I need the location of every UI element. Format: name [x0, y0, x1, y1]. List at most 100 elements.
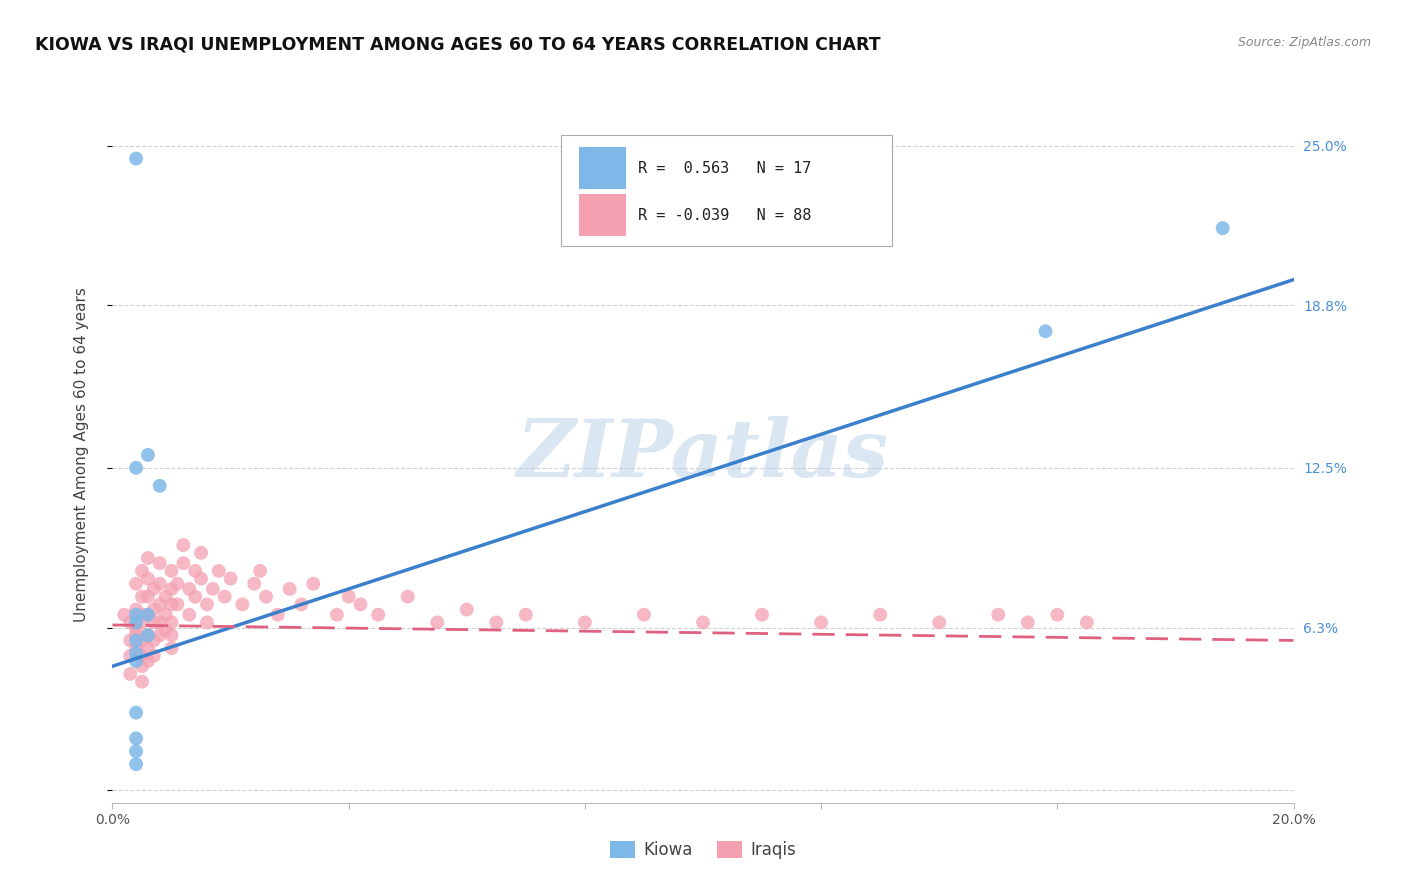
Point [160, 598, 183, 612]
Point [136, 551, 159, 566]
Point [987, 607, 1010, 622]
Point [172, 538, 194, 552]
Point [190, 572, 212, 586]
Point [160, 564, 183, 578]
Point [751, 607, 773, 622]
Point [149, 598, 172, 612]
Point [131, 659, 153, 673]
Point [120, 633, 142, 648]
Point [136, 607, 159, 622]
Point [136, 590, 159, 604]
Point [149, 615, 172, 630]
Point [254, 590, 277, 604]
Point [214, 590, 236, 604]
Point [574, 615, 596, 630]
Point [125, 607, 148, 622]
Text: Source: ZipAtlas.com: Source: ZipAtlas.com [1237, 36, 1371, 49]
Legend: Kiowa, Iraqis: Kiowa, Iraqis [603, 834, 803, 865]
Point [149, 479, 172, 493]
Point [208, 564, 231, 578]
Point [142, 615, 165, 630]
Point [131, 615, 153, 630]
Point [1076, 615, 1098, 630]
Point [166, 576, 188, 591]
Point [326, 607, 349, 622]
Point [367, 607, 389, 622]
Point [243, 576, 266, 591]
Point [125, 576, 148, 591]
Point [155, 607, 177, 622]
Point [1212, 221, 1234, 235]
FancyBboxPatch shape [561, 135, 891, 246]
Point [190, 546, 212, 560]
Point [149, 556, 172, 570]
Point [125, 757, 148, 772]
Point [869, 607, 891, 622]
FancyBboxPatch shape [579, 194, 626, 235]
Y-axis label: Unemployment Among Ages 60 to 64 years: Unemployment Among Ages 60 to 64 years [75, 287, 89, 623]
FancyBboxPatch shape [579, 147, 626, 189]
Point [131, 564, 153, 578]
Point [160, 641, 183, 656]
Point [131, 633, 153, 648]
Point [201, 582, 224, 596]
Point [125, 646, 148, 660]
Point [1046, 607, 1069, 622]
Point [142, 633, 165, 648]
Point [125, 152, 148, 166]
Point [337, 590, 360, 604]
Point [184, 564, 207, 578]
Point [160, 615, 183, 630]
Point [184, 590, 207, 604]
Point [136, 607, 159, 622]
Point [131, 607, 153, 622]
Point [131, 674, 153, 689]
Point [302, 576, 325, 591]
Text: KIOWA VS IRAQI UNEMPLOYMENT AMONG AGES 60 TO 64 YEARS CORRELATION CHART: KIOWA VS IRAQI UNEMPLOYMENT AMONG AGES 6… [35, 36, 880, 54]
Point [172, 556, 194, 570]
Point [195, 598, 218, 612]
Point [125, 602, 148, 616]
Point [219, 572, 242, 586]
Point [149, 576, 172, 591]
Point [290, 598, 312, 612]
Point [125, 633, 148, 648]
Point [125, 654, 148, 668]
Text: ZIPatlas: ZIPatlas [517, 417, 889, 493]
Point [120, 648, 142, 663]
Point [142, 602, 165, 616]
Point [485, 615, 508, 630]
Text: R =  0.563   N = 17: R = 0.563 N = 17 [638, 161, 811, 176]
Point [1035, 324, 1057, 338]
Point [136, 572, 159, 586]
Point [125, 628, 148, 642]
Point [120, 667, 142, 681]
Point [349, 598, 371, 612]
Point [1017, 615, 1039, 630]
Point [155, 590, 177, 604]
Point [426, 615, 449, 630]
Point [136, 654, 159, 668]
Point [267, 607, 290, 622]
Point [125, 731, 148, 746]
Point [396, 590, 419, 604]
Point [142, 648, 165, 663]
Point [179, 607, 201, 622]
Point [136, 628, 159, 642]
Point [515, 607, 537, 622]
Point [179, 582, 201, 596]
Point [231, 598, 253, 612]
Point [136, 628, 159, 642]
Point [166, 598, 188, 612]
Point [195, 615, 218, 630]
Point [125, 623, 148, 637]
Point [160, 628, 183, 642]
Point [810, 615, 832, 630]
Point [136, 641, 159, 656]
Point [278, 582, 301, 596]
Point [149, 628, 172, 642]
Point [155, 623, 177, 637]
Point [131, 648, 153, 663]
Point [125, 641, 148, 656]
Point [120, 615, 142, 630]
